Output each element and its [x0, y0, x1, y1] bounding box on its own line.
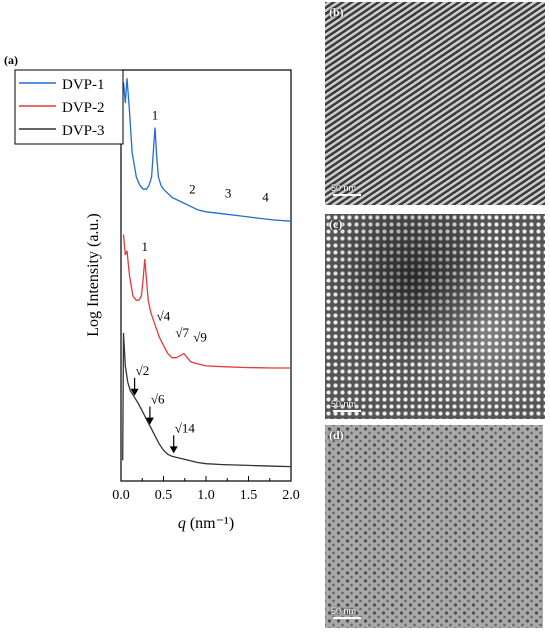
scale-label-d: 50 nm — [331, 606, 357, 616]
peak-label: 2 — [189, 181, 196, 196]
tem-image-c: (c) 50 nm — [325, 214, 545, 419]
series-line-dvp-2 — [122, 234, 291, 369]
legend-label-dvp2: DVP-2 — [62, 100, 105, 116]
peak-label: √7 — [175, 325, 189, 340]
legend-label-dvp3: DVP-3 — [62, 123, 105, 139]
x-tick-label: 1.5 — [240, 488, 258, 503]
x-tick-label: 0.0 — [112, 488, 130, 503]
scale-bar-b — [333, 194, 361, 196]
tem-image-b: (b) 50 nm — [325, 2, 545, 205]
peak-label: √9 — [193, 329, 207, 344]
peak-label: 4 — [262, 190, 269, 205]
x-axis-label: q (nm⁻¹) — [178, 515, 234, 532]
peak-label: 1 — [152, 107, 159, 122]
x-tick-layer: 0.0 0.5 1.0 1.5 2.0 — [112, 476, 300, 503]
x-axis-variable: q — [178, 515, 186, 532]
panel-c-label: (c) — [329, 217, 343, 231]
peak-label: √4 — [157, 309, 171, 324]
y-axis-label: Log Intensity (a.u.) — [85, 213, 102, 337]
series-line-dvp-1 — [122, 78, 292, 222]
x-tick-label: 2.0 — [282, 488, 300, 503]
x-tick-label: 1.0 — [197, 488, 215, 503]
scale-bar-c — [333, 410, 361, 412]
peak-arrow-label: √14 — [175, 420, 196, 435]
series-line-dvp-3 — [122, 332, 292, 468]
scale-label-c: 50 nm — [331, 399, 357, 409]
tem-image-d: (d) 50 nm — [325, 425, 543, 628]
peak-label: 3 — [225, 185, 232, 200]
panel-d-label: (d) — [329, 428, 344, 442]
annotation-layer: 1 2 3 4 1 √4 √7 √9 √2√6 √14 — [130, 107, 269, 454]
peak-label: 1 — [142, 239, 149, 254]
panel-a-label: (a) — [4, 53, 18, 67]
legend-label-dvp1: DVP-1 — [62, 77, 105, 93]
panel-b-label: (b) — [329, 5, 344, 19]
peak-arrow-label: √6 — [151, 392, 165, 407]
legend: DVP-1 DVP-2 DVP-3 — [14, 69, 124, 145]
scale-label-b: 50 nm — [331, 183, 357, 193]
x-axis-unit: (nm⁻¹) — [190, 515, 234, 532]
scale-bar-d — [333, 617, 361, 619]
peak-arrow-head — [169, 446, 178, 454]
peak-arrow-label: √2 — [136, 363, 150, 378]
peak-arrow-head — [145, 417, 154, 425]
series-layer — [122, 78, 292, 468]
x-tick-label: 0.5 — [155, 488, 173, 503]
peak-arrow-head — [130, 388, 139, 396]
